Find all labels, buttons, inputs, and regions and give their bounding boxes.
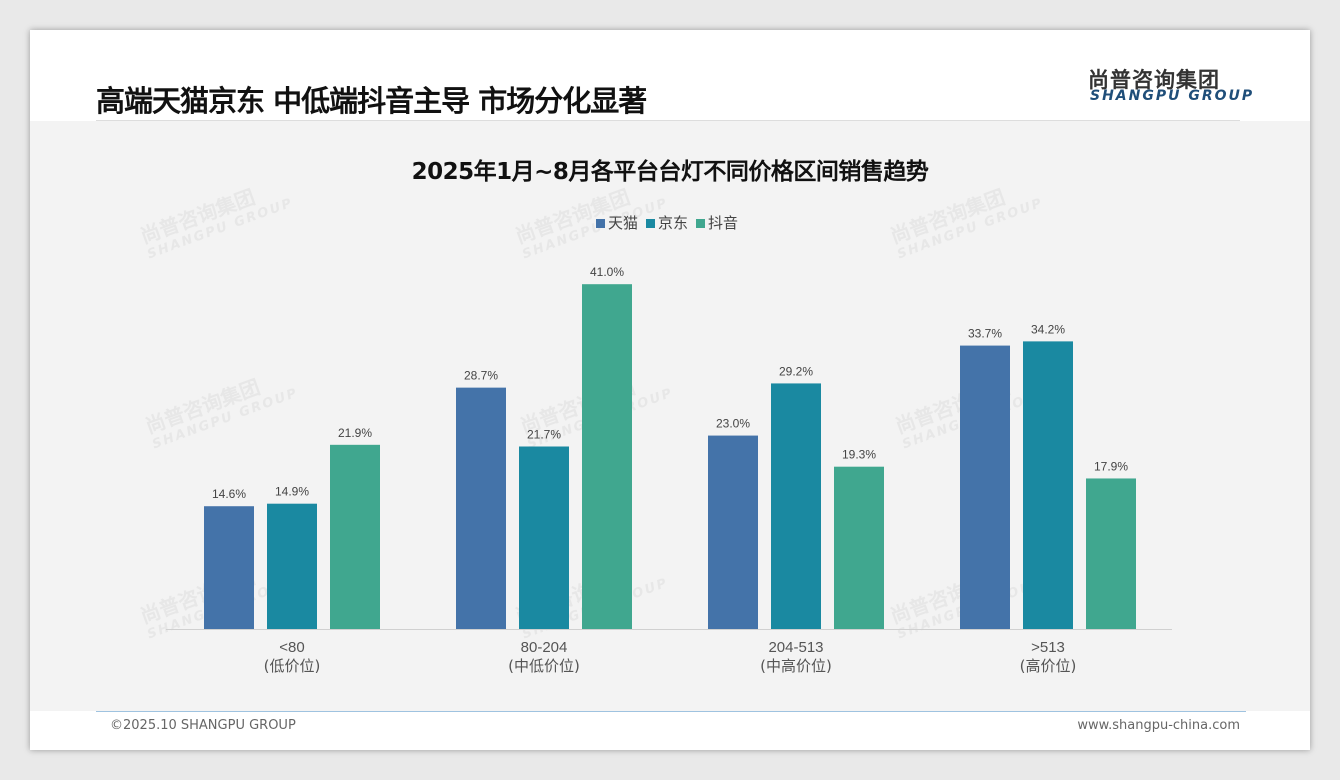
legend-item: 天猫 <box>596 212 638 233</box>
data-label: 29.2% <box>779 364 813 378</box>
bar-天猫 <box>708 435 758 629</box>
legend-swatch <box>646 219 656 228</box>
footer-divider <box>96 711 1246 712</box>
chart-title: 2025年1月~8月各平台台灯不同价格区间销售趋势 <box>411 159 929 185</box>
legend-item: 抖音 <box>696 212 738 233</box>
legend-label: 京东 <box>658 214 689 232</box>
footer-website: www.shangpu-china.com <box>1077 718 1240 733</box>
legend-item: 京东 <box>646 212 688 233</box>
legend-label: 抖音 <box>708 214 739 232</box>
logo-en: SHANGPU GROUP <box>1090 88 1255 104</box>
x-tick-sublabel: (低价位) <box>264 657 321 675</box>
bar-抖音 <box>330 444 380 629</box>
data-label: 14.6% <box>212 487 246 501</box>
bar-抖音 <box>582 284 632 629</box>
data-label: 33.7% <box>968 327 1002 341</box>
x-tick-sublabel: (高价位) <box>1020 657 1077 675</box>
bar-京东 <box>771 383 821 629</box>
x-tick-label: 80-204 <box>521 639 568 656</box>
logo-cn: 尚普咨询集团 <box>1088 68 1220 92</box>
data-label: 14.9% <box>275 485 309 499</box>
x-tick-sublabel: (中低价位) <box>508 657 580 675</box>
legend-label: 天猫 <box>608 214 639 232</box>
x-tick-label: <80 <box>279 639 304 656</box>
footer-copyright: ©2025.10 SHANGPU GROUP <box>110 718 296 733</box>
bar-天猫 <box>204 506 254 629</box>
data-label: 17.9% <box>1094 459 1128 473</box>
bar-抖音 <box>834 466 884 629</box>
data-label: 21.9% <box>338 426 372 440</box>
data-label: 41.0% <box>590 265 624 279</box>
x-tick-label: >513 <box>1031 639 1065 656</box>
x-tick-sublabel: (中高价位) <box>760 657 832 675</box>
bar-京东 <box>267 503 317 629</box>
legend-swatch <box>696 219 706 228</box>
data-label: 21.7% <box>527 428 561 442</box>
bar-京东 <box>1023 341 1073 629</box>
page-title: 高端天猫京东 中低端抖音主导 市场分化显著 <box>96 84 647 118</box>
title-divider <box>96 120 1240 121</box>
bar-京东 <box>519 446 569 629</box>
data-label: 28.7% <box>464 369 498 383</box>
data-label: 23.0% <box>716 417 750 431</box>
data-label: 34.2% <box>1031 322 1065 336</box>
x-tick-label: 204-513 <box>768 639 823 656</box>
bar-天猫 <box>960 345 1010 629</box>
bar-抖音 <box>1086 478 1136 629</box>
bar-天猫 <box>456 387 506 629</box>
chart-legend: 天猫 京东 抖音 <box>596 212 738 233</box>
legend-swatch <box>596 219 605 228</box>
data-label: 19.3% <box>842 448 876 462</box>
